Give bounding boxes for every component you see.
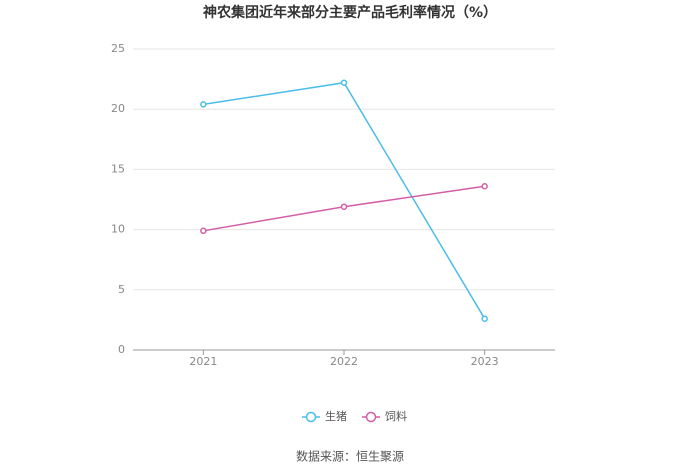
series-line xyxy=(203,81,486,320)
y-tick-label: 5 xyxy=(118,283,125,296)
legend-marker xyxy=(305,411,317,423)
y-tick-label: 15 xyxy=(111,162,125,175)
legend-label: 生猪 xyxy=(325,409,347,423)
x-tick-label: 2022 xyxy=(330,355,358,368)
y-tick-label: 10 xyxy=(111,223,125,236)
x-tick-label: 2021 xyxy=(189,355,217,368)
data-point xyxy=(481,315,488,322)
legend-marker xyxy=(365,411,377,423)
legend-label: 饲料 xyxy=(385,409,407,423)
data-point xyxy=(340,203,348,210)
chart-title: 神农集团近年来部分主要产品毛利率情况（%） xyxy=(203,4,497,21)
data-point xyxy=(200,101,207,108)
y-tick-label: 0 xyxy=(118,343,125,356)
data-point xyxy=(481,183,488,190)
data-point xyxy=(200,227,207,235)
y-tick-label: 20 xyxy=(111,102,125,115)
source-note: 数据来源：恒生聚源 xyxy=(296,449,404,464)
data-point xyxy=(340,79,348,86)
y-tick-label: 25 xyxy=(111,42,125,55)
x-tick-label: 2023 xyxy=(471,355,499,368)
